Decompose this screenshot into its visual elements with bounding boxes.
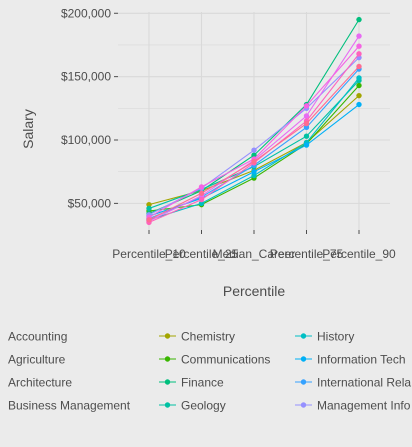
legend-key-point	[164, 356, 171, 362]
data-point	[303, 120, 310, 127]
series-unlabeled	[146, 63, 362, 223]
data-point	[198, 200, 205, 207]
data-point	[356, 43, 362, 49]
y-tick-label: $50,000	[68, 196, 112, 210]
legend-key-point	[300, 333, 307, 339]
y-axis: $50,000 $100,000 $150,000 $200,000	[61, 6, 118, 210]
data-point	[146, 201, 152, 208]
legend-item: Chemistry	[159, 330, 235, 344]
legend-label: Chemistry	[181, 330, 235, 344]
data-point	[251, 172, 257, 179]
legend-item: Accounting	[8, 330, 67, 344]
x-tick-label: Percentile_75	[270, 247, 344, 261]
x-tick-label: Percentile_90	[322, 247, 396, 261]
data-point	[356, 51, 362, 57]
data-point	[146, 217, 152, 223]
legend-item: Communications	[159, 353, 270, 367]
data-point	[356, 82, 362, 89]
legend-key-point	[300, 379, 307, 385]
data-point	[356, 101, 362, 108]
legend-key-point	[164, 333, 171, 339]
legend-key-point	[300, 402, 307, 408]
data-point	[198, 184, 205, 190]
data-point	[251, 152, 257, 158]
x-tick-label: Percentile_10	[112, 247, 186, 261]
data-point	[303, 133, 310, 139]
data-point	[303, 113, 310, 119]
legend-item: Geology	[159, 399, 226, 413]
legend-item: International Rela	[295, 376, 411, 390]
x-axis-title: Percentile	[223, 283, 285, 299]
legend-label: Accounting	[8, 330, 67, 344]
data-point	[303, 142, 310, 148]
legend-label: Agriculture	[8, 353, 66, 367]
data-point	[198, 196, 205, 203]
data-point	[356, 33, 362, 39]
legend-label: Communications	[181, 353, 270, 367]
data-point	[303, 124, 310, 131]
y-axis-title: Salary	[20, 109, 36, 149]
legend-key-point	[164, 379, 171, 385]
data-point	[198, 190, 205, 196]
data-point	[356, 63, 362, 70]
y-tick-label: $150,000	[61, 70, 111, 84]
data-point	[356, 92, 362, 99]
x-axis: Percentile_10Percentile_25Median_CareerP…	[112, 230, 396, 261]
y-tick-label: $200,000	[61, 6, 111, 20]
legend-item: Finance	[159, 376, 224, 390]
legend-label: Management Info	[317, 399, 411, 413]
legend-item: Business Management	[8, 399, 131, 413]
data-point	[251, 168, 257, 175]
data-point	[356, 16, 362, 23]
x-tick-label: Median_Career	[213, 247, 296, 261]
legend-item: History	[295, 330, 354, 344]
legend-label: Finance	[181, 376, 224, 390]
legend-item: Information Tech	[295, 353, 406, 367]
legend-item: Management Info	[295, 399, 411, 413]
legend-item: Agriculture	[8, 353, 66, 367]
x-tick-label: Percentile_25	[165, 247, 239, 261]
legend-label: History	[317, 330, 354, 344]
data-point	[251, 158, 257, 165]
legend-key-point	[300, 356, 307, 362]
y-tick-label: $100,000	[61, 133, 111, 147]
data-point	[303, 103, 310, 109]
legend-label: Geology	[181, 399, 226, 413]
legend: Accounting Agriculture Architecture Busines…	[8, 330, 411, 413]
legend-label: International Rela	[317, 376, 411, 390]
legend-label: Information Tech	[317, 353, 406, 367]
legend-item: Architecture	[8, 376, 72, 390]
series-layer	[146, 16, 362, 226]
data-point	[356, 75, 362, 81]
data-point	[146, 205, 152, 212]
data-point	[251, 147, 257, 153]
legend-key-point	[164, 402, 171, 408]
legend-label: Business Management	[8, 399, 131, 413]
legend-label: Architecture	[8, 376, 72, 390]
